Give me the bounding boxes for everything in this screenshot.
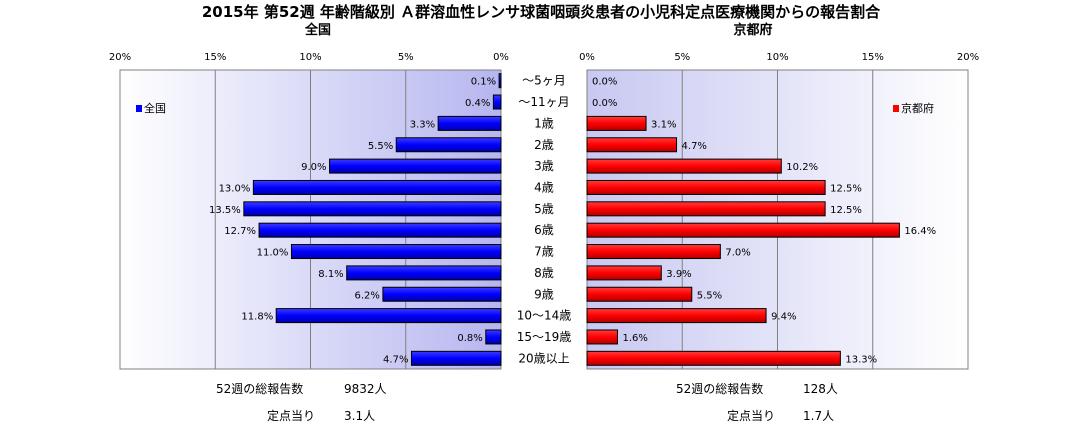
category-label: 9歳 [534,287,554,301]
chart-title: 2015年 第52週 年齢階級別 Ａ群溶血性レンサ球菌咽頭炎患者の小児科定点医療… [202,3,881,21]
right-data-label: 7.0% [725,248,750,259]
left-bar [290,244,502,260]
category-label: 4歳 [534,180,554,194]
left-tick-label: 5% [398,52,414,63]
category-label: 15～19歳 [517,330,572,344]
right-legend-label: 京都府 [901,101,934,115]
right-data-label: 4.7% [682,141,707,152]
left-bar [243,201,502,217]
right-data-label: 16.4% [904,226,936,237]
left-bar [498,73,502,89]
category-label: 8歳 [534,266,554,280]
left-data-label: 3.3% [410,119,435,130]
left-legend-label: 全国 [144,101,166,115]
left-bar [252,179,502,195]
left-tick-label: 15% [204,52,226,63]
right-data-label: 3.9% [666,269,691,280]
right-data-label: 1.6% [622,333,647,344]
right-bar [586,115,647,131]
left-data-label: 4.7% [383,354,408,365]
right-legend-swatch [893,105,899,112]
right-bar [586,222,900,238]
right-data-label: 3.1% [651,119,676,130]
right-tick-label: 20% [957,52,979,63]
left-data-label: 8.1% [318,269,343,280]
right-data-label: 0.0% [592,98,617,109]
category-label: 2歳 [534,138,554,152]
right-bar [586,201,826,217]
right-total-label: 52週の総報告数 [676,381,763,396]
category-label: ～11ヶ月 [518,95,569,109]
right-bar [586,137,678,153]
left-data-label: 13.5% [209,205,241,216]
left-data-label: 11.0% [257,248,289,259]
right-data-label: 10.2% [786,162,818,173]
left-bar [410,350,502,366]
left-total-label: 52週の総報告数 [216,381,303,396]
left-tick-label: 20% [109,52,131,63]
category-label: 5歳 [534,202,554,216]
right-data-label: 9.4% [771,312,796,323]
category-label: 6歳 [534,223,554,237]
category-label: 7歳 [534,245,554,259]
left-per-label: 定点当り [267,408,315,423]
left-per-value: 3.1人 [344,409,375,423]
left-panel-subtitle: 全国 [304,22,331,38]
right-bar [586,350,841,366]
category-label: 3歳 [534,159,554,173]
category-label: 10～14歳 [517,309,572,323]
right-tick-label: 10% [766,52,788,63]
left-bar [437,115,502,131]
category-label: ～5ヶ月 [522,74,566,88]
right-data-label: 5.5% [697,290,722,301]
left-legend-swatch [136,105,142,112]
right-data-label: 13.3% [845,354,877,365]
left-bar [329,158,502,174]
left-data-label: 12.7% [224,226,256,237]
right-bar [586,158,782,174]
right-per-label: 定点当り [727,408,775,423]
left-bar [346,265,502,281]
left-bar [382,286,502,302]
left-bar [395,137,502,153]
right-per-value: 1.7人 [803,409,834,423]
right-tick-label: 5% [674,52,690,63]
left-tick-label: 0% [493,52,509,63]
left-data-label: 11.8% [241,312,273,323]
left-data-label: 0.4% [465,98,490,109]
left-data-label: 0.1% [471,77,496,88]
left-data-label: 13.0% [219,183,251,194]
right-tick-label: 0% [579,52,595,63]
left-data-label: 5.5% [368,141,393,152]
category-label: 1歳 [534,116,554,130]
left-bar [485,329,502,345]
right-bar [586,179,826,195]
right-panel-subtitle: 京都府 [733,22,772,38]
bars [243,73,900,366]
right-tick-label: 15% [862,52,884,63]
left-tick-label: 10% [299,52,321,63]
gridlines [214,70,874,369]
right-bar [586,265,662,281]
right-bar [586,308,767,324]
category-label: 20歳以上 [518,351,569,365]
left-data-label: 9.0% [301,162,326,173]
left-bar [492,94,502,110]
right-data-label: 12.5% [830,205,862,216]
right-bar [586,329,618,345]
right-data-label: 12.5% [830,183,862,194]
right-total-value: 128人 [803,382,838,396]
left-data-label: 0.8% [457,333,482,344]
left-bar [275,308,502,324]
right-data-label: 0.0% [592,77,617,88]
left-data-label: 6.2% [354,290,379,301]
left-total-value: 9832人 [344,382,387,396]
right-bar [586,286,693,302]
left-bar [258,222,502,238]
right-bar [586,244,721,260]
